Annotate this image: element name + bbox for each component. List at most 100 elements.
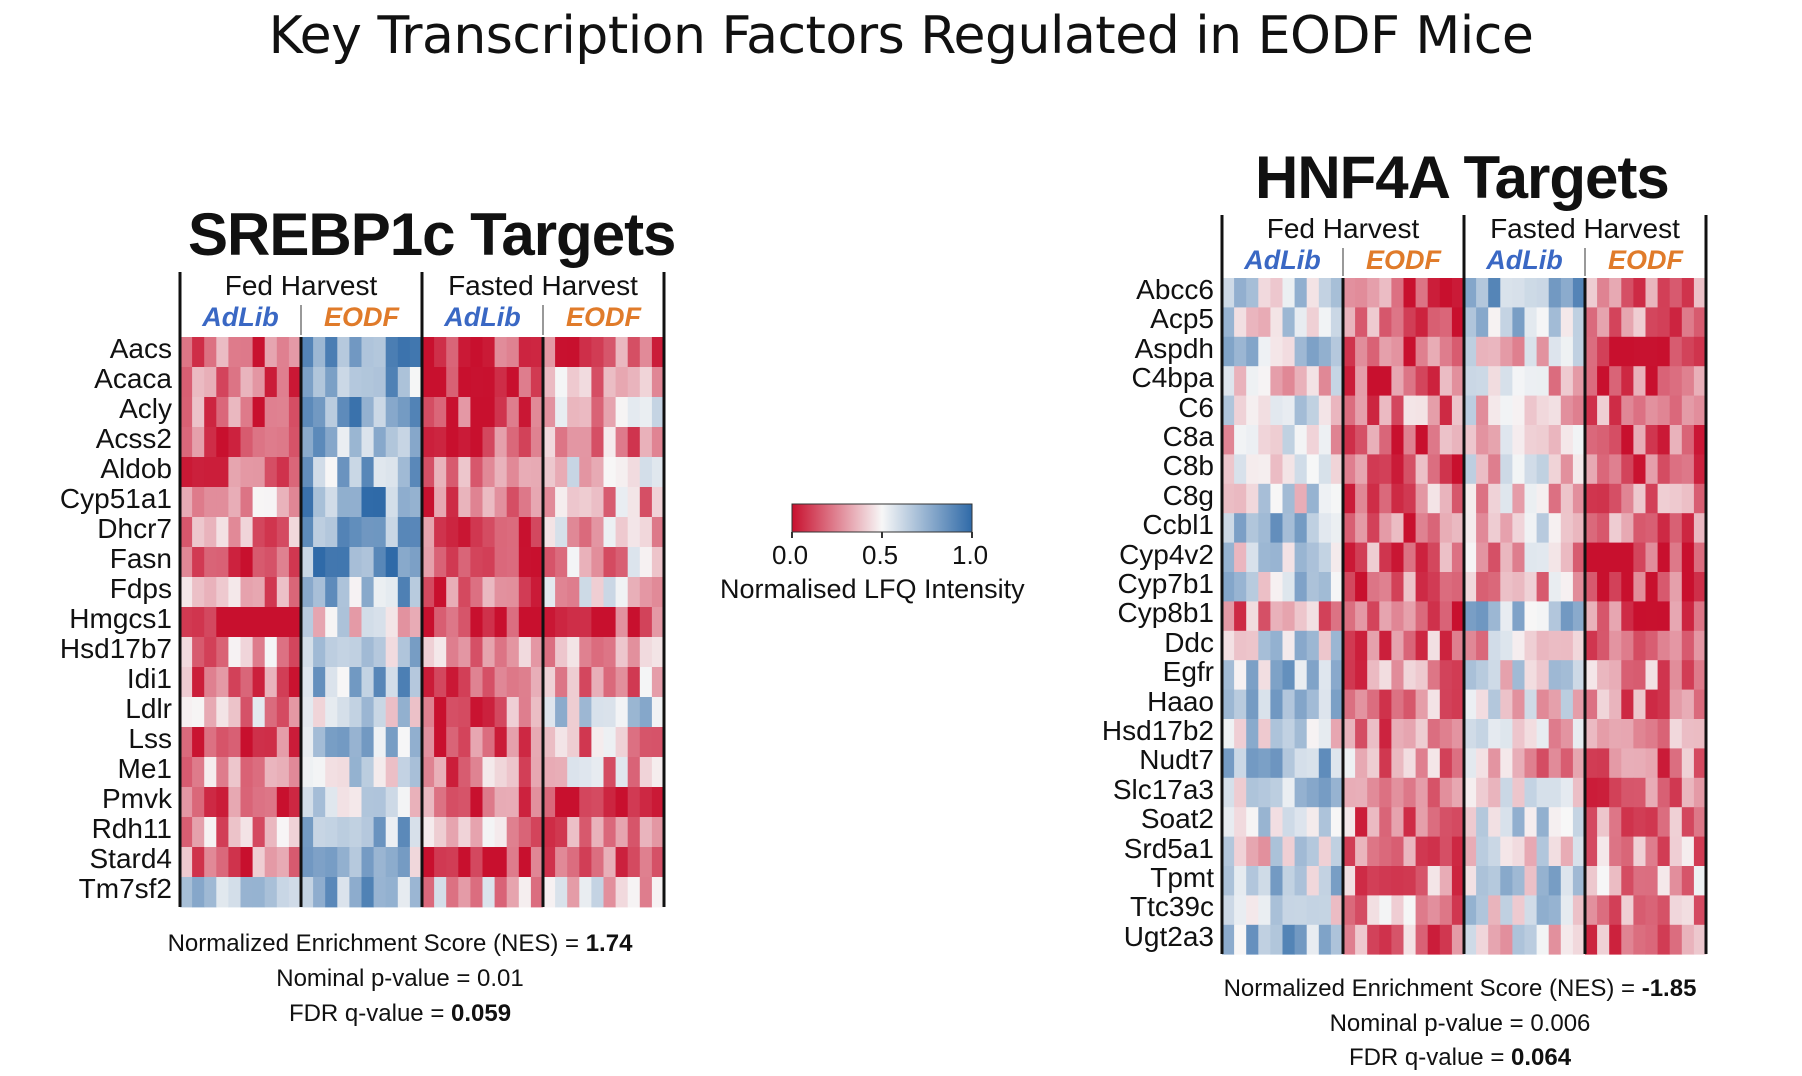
srebp1c-cell (434, 457, 447, 488)
hnf4a-cell (1597, 336, 1610, 367)
hnf4a-cell (1234, 777, 1247, 808)
hnf4a-fasted-harvest-label: Fasted Harvest (1490, 213, 1680, 244)
srebp1c-cell (543, 517, 556, 548)
hnf4a-cell (1367, 924, 1380, 955)
srebp1c-cell (579, 397, 592, 428)
hnf4a-cell (1439, 454, 1453, 485)
srebp1c-cell (530, 697, 544, 728)
hnf4a-cell (1294, 807, 1308, 837)
hnf4a-cell (1270, 278, 1283, 308)
hnf4a-cell (1476, 660, 1489, 690)
hnf4a-cell (1464, 336, 1477, 367)
srebp1c-cell (639, 847, 653, 878)
hnf4a-cell (1512, 542, 1525, 573)
hnf4a-cell (1343, 307, 1356, 338)
srebp1c-cell (288, 397, 302, 428)
srebp1c-cell (313, 457, 326, 488)
hnf4a-cell (1391, 483, 1404, 514)
hnf4a-cell (1306, 278, 1320, 308)
legend-tick-1: 1.0 (952, 540, 989, 570)
hnf4a-cell (1512, 483, 1525, 514)
hnf4a-cell (1536, 601, 1550, 632)
hnf4a-cell (1270, 572, 1283, 602)
srebp1c-cell (240, 367, 253, 398)
hnf4a-cell (1693, 689, 1707, 720)
srebp1c-cell (627, 367, 641, 398)
srebp1c-cell (337, 457, 350, 488)
srebp1c-cell (204, 337, 217, 368)
hnf4a-cell (1500, 336, 1513, 367)
hnf4a-cell (1367, 630, 1380, 661)
hnf4a-cell (1464, 748, 1477, 779)
hnf4a-cell (1258, 513, 1271, 543)
hnf4a-cell (1585, 866, 1598, 896)
hnf4a-cell (1343, 807, 1356, 837)
hnf4a-cell (1657, 572, 1671, 602)
srebp1c-cell (555, 817, 568, 848)
hnf4a-cell (1657, 483, 1671, 514)
hnf4a-cell (1585, 660, 1598, 690)
srebp1c-cell (216, 457, 229, 488)
hnf4a-cell (1391, 366, 1404, 396)
srebp1c-cell (567, 787, 580, 818)
hnf4a-cell (1585, 307, 1598, 338)
srebp1c-cell (409, 457, 423, 488)
hnf4a-cell (1282, 483, 1295, 514)
hnf4a-cell (1645, 630, 1658, 661)
hnf4a-cell (1451, 395, 1465, 426)
hnf4a-cell (1258, 777, 1271, 808)
hnf4a-cell (1427, 395, 1441, 426)
srebp1c-cell (446, 847, 459, 878)
srebp1c-cell (494, 847, 508, 878)
srebp1c-cell (301, 457, 314, 488)
srebp1c-cell (397, 577, 411, 608)
hnf4a-cell (1500, 895, 1513, 926)
hnf4a-cell (1645, 689, 1658, 720)
srebp1c-cell (434, 877, 447, 908)
hnf4a-cell (1645, 777, 1658, 808)
hnf4a-cell (1488, 307, 1501, 338)
hnf4a-cell (1355, 336, 1368, 367)
hnf4a-cell (1609, 454, 1622, 485)
hnf4a-cell (1488, 689, 1501, 720)
hnf4a-cell (1669, 336, 1683, 367)
hnf4a-cell (1585, 895, 1598, 926)
hnf4a-cell (1476, 454, 1489, 485)
srebp1c-cell (470, 817, 483, 848)
srebp1c-cell (361, 787, 374, 818)
srebp1c-cell (301, 487, 314, 518)
hnf4a-fasted-eodf-label: EODF (1607, 245, 1683, 275)
hnf4a-cell (1439, 689, 1453, 720)
hnf4a-cell (1500, 807, 1513, 837)
hnf4a-cell (1476, 542, 1489, 573)
hnf4a-cell (1597, 395, 1610, 426)
srebp1c-cell (506, 727, 520, 758)
srebp1c-cell (615, 697, 629, 728)
srebp1c-cell (325, 427, 338, 458)
hnf4a-cell (1258, 807, 1271, 837)
hnf4a-cell (1294, 660, 1308, 690)
srebp1c-cell (422, 427, 435, 458)
hnf4a-cell (1355, 866, 1368, 896)
srebp1c-cell (240, 337, 253, 368)
hnf4a-cell (1367, 542, 1380, 573)
hnf4a-cell (1524, 807, 1537, 837)
srebp1c-cell (518, 667, 532, 698)
hnf4a-cell (1415, 777, 1429, 808)
hnf4a-cell (1609, 630, 1622, 661)
hnf4a-cell (1560, 660, 1574, 690)
hnf4a-cell (1536, 689, 1550, 720)
srebp1c-cell (385, 457, 399, 488)
srebp1c-cell (555, 337, 568, 368)
hnf4a-cell (1270, 395, 1283, 426)
srebp1c-cell (567, 637, 580, 668)
hnf4a-cell (1572, 513, 1586, 543)
srebp1c-cell (446, 487, 459, 518)
srebp1c-cell (506, 817, 520, 848)
srebp1c-cell (373, 667, 387, 698)
srebp1c-cell (264, 457, 278, 488)
hnf4a-cell (1560, 425, 1574, 455)
srebp1c-cell (530, 337, 544, 368)
hnf4a-cell (1548, 454, 1562, 485)
hnf4a-cell (1222, 689, 1235, 720)
